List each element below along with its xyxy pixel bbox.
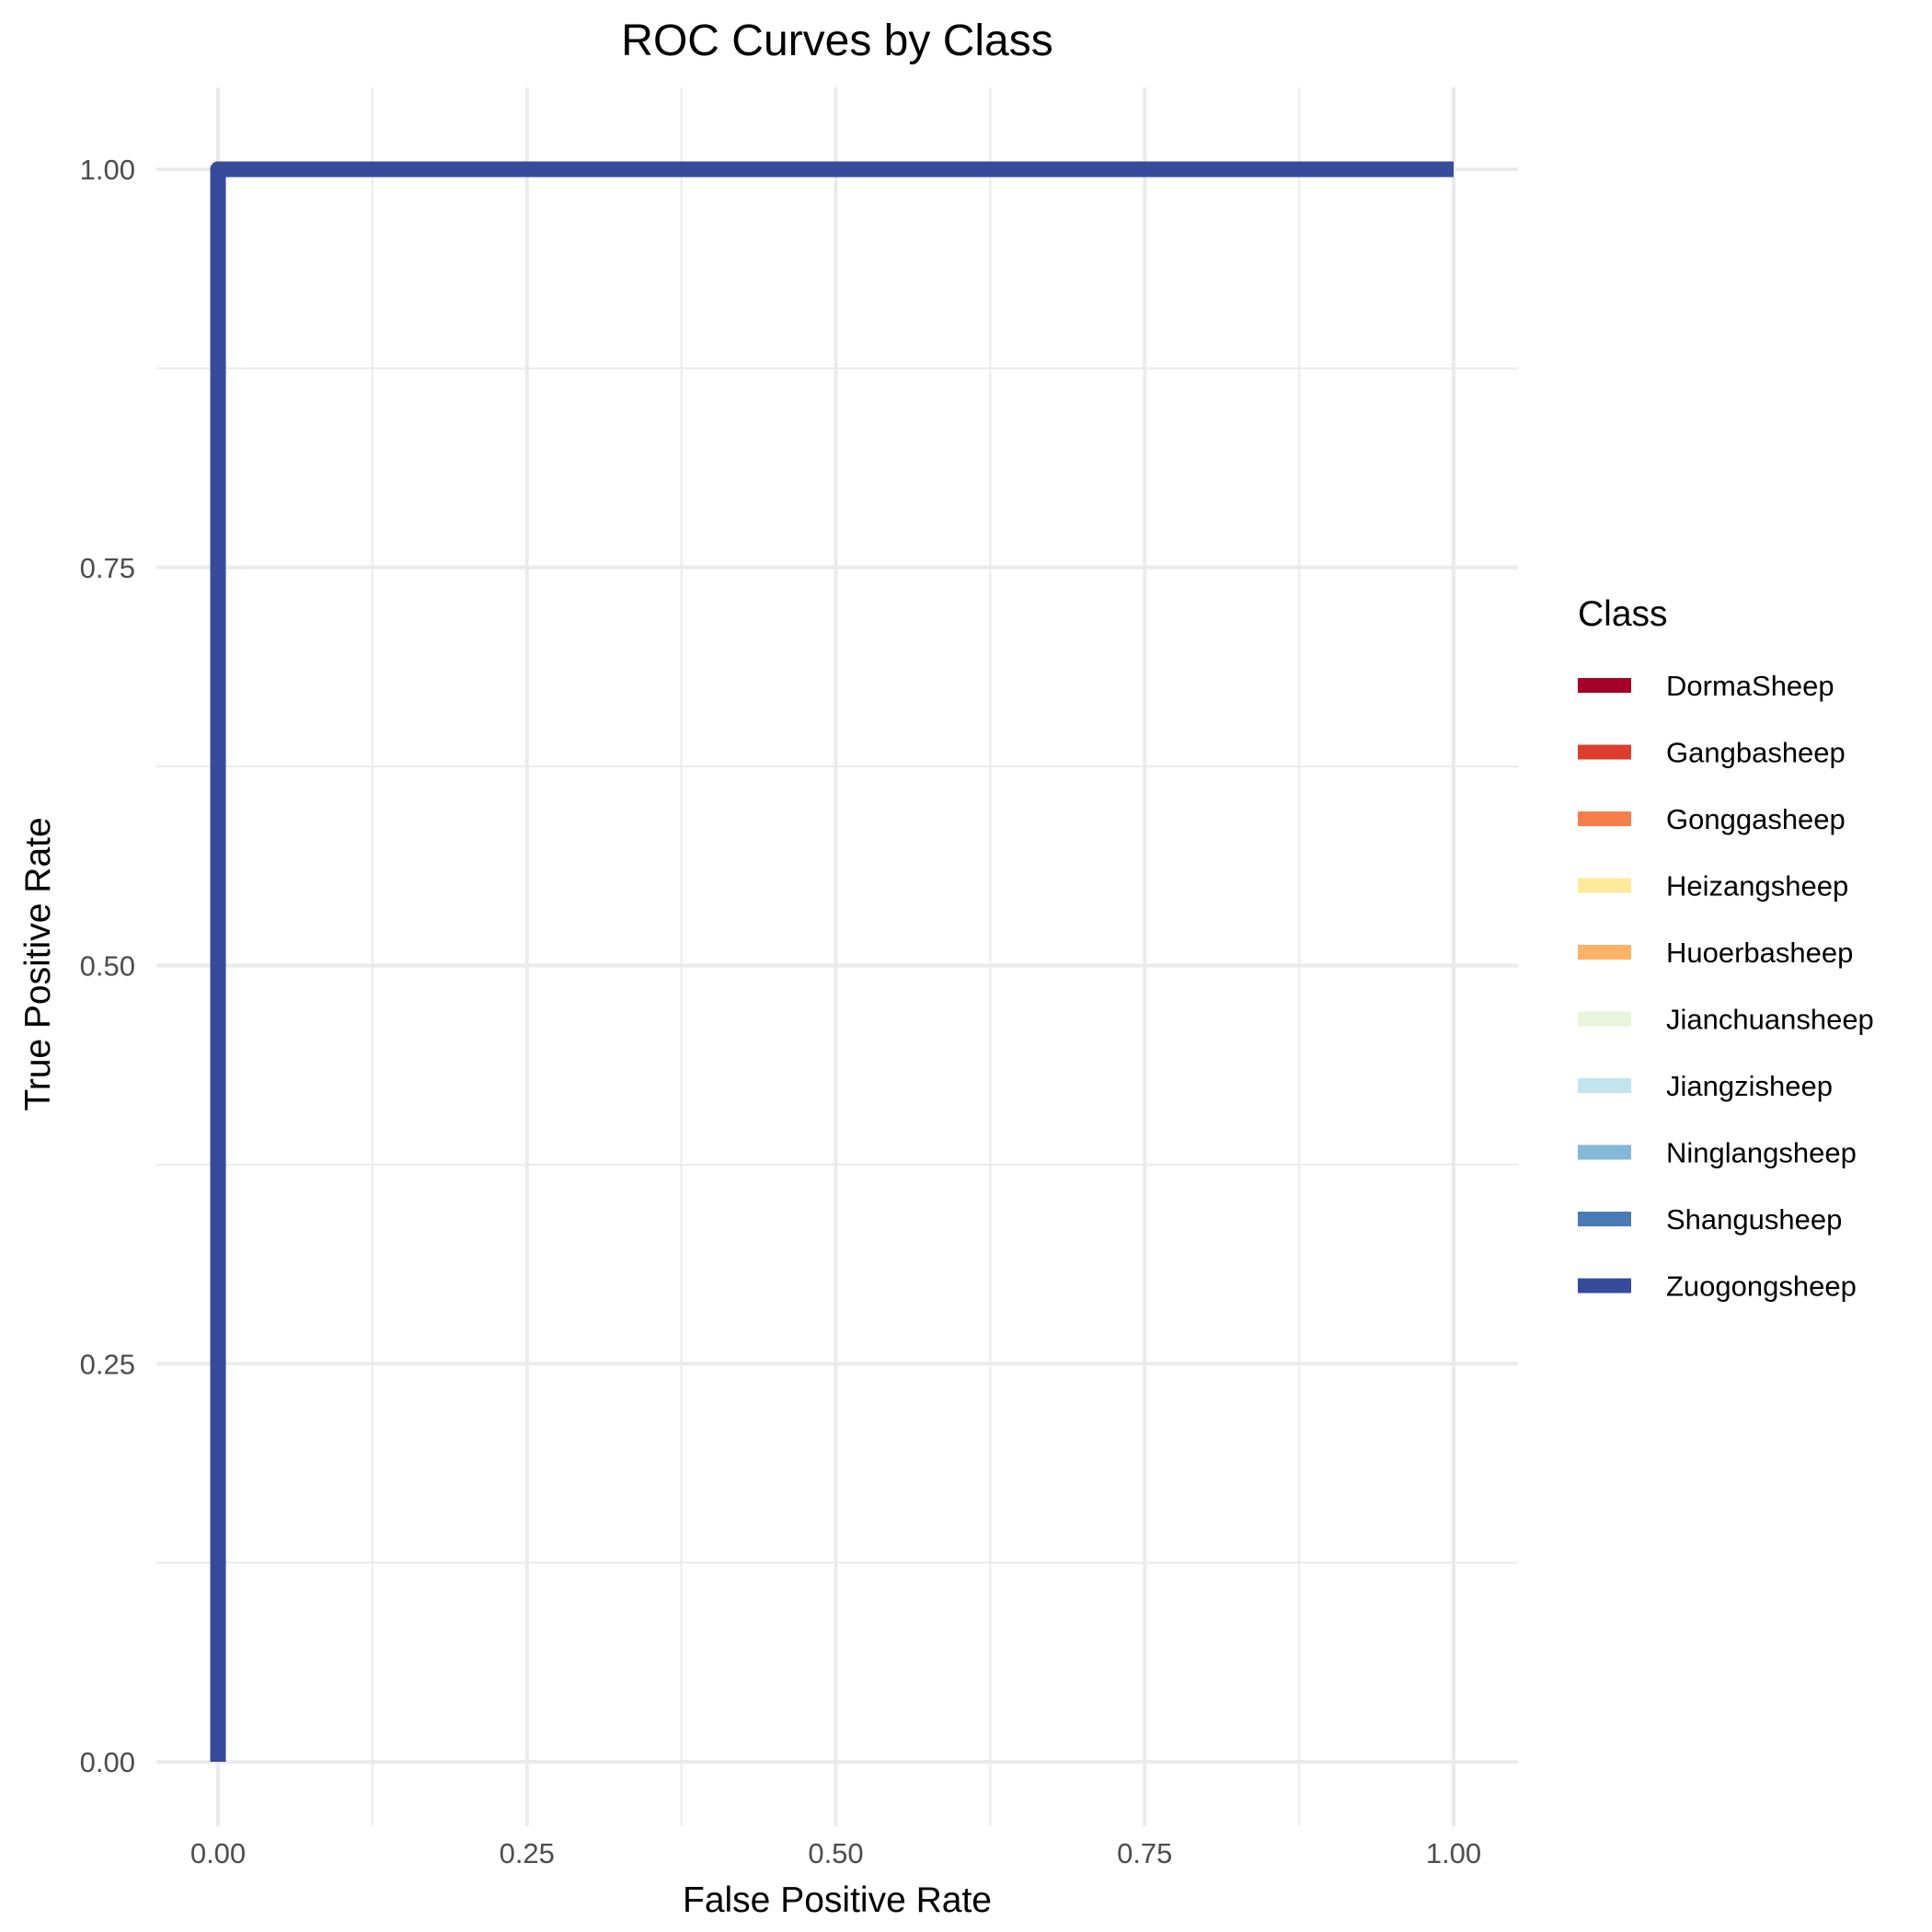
y-tick-label: 0.75 [80, 552, 135, 584]
legend-swatch [1578, 1078, 1631, 1093]
y-tick-label: 0.00 [80, 1746, 135, 1778]
legend-label: Zuogongsheep [1666, 1271, 1857, 1303]
x-tick-label: 0.50 [808, 1837, 863, 1869]
series-line-zuogongsheep [210, 161, 1454, 1762]
x-axis-title: False Positive Rate [683, 1880, 992, 1920]
y-axis-title: True Positive Rate [18, 817, 58, 1110]
legend-swatch [1578, 878, 1631, 893]
legend-label: DormaSheep [1666, 670, 1834, 702]
legend: Class DormaSheep Gangbasheep Gonggasheep He… [1578, 594, 1874, 1303]
y-tick-label: 1.00 [80, 154, 135, 186]
y-tick-label: 0.25 [80, 1348, 135, 1380]
legend-title: Class [1578, 594, 1668, 634]
legend-label: Heizangsheep [1666, 870, 1848, 903]
legend-swatch [1578, 945, 1631, 960]
x-tick-label: 0.75 [1117, 1837, 1172, 1869]
legend-swatch [1578, 678, 1631, 693]
legend-swatch [1578, 1011, 1631, 1027]
legend-label: Gangbasheep [1666, 737, 1846, 769]
x-tick-labels: 0.00 0.25 0.50 0.75 1.00 [190, 1837, 1481, 1869]
series-lines [210, 161, 1454, 1762]
x-tick-label: 0.25 [500, 1837, 555, 1869]
legend-label: Shangusheep [1666, 1203, 1842, 1236]
chart-title: ROC Curves by Class [621, 17, 1052, 65]
y-tick-labels: 0.00 0.25 0.50 0.75 1.00 [80, 154, 135, 1778]
legend-label: Gonggasheep [1666, 803, 1846, 835]
legend-label: Jianchuansheep [1666, 1004, 1874, 1036]
x-tick-label: 0.00 [190, 1837, 246, 1869]
grid [156, 87, 1518, 1826]
legend-label: Ninglangsheep [1666, 1137, 1857, 1169]
x-tick-label: 1.00 [1426, 1837, 1481, 1869]
legend-label: Jiangzisheep [1666, 1070, 1833, 1102]
legend-label: Huoerbasheep [1666, 937, 1853, 969]
legend-items: DormaSheep Gangbasheep Gonggasheep Heizangs… [1578, 670, 1874, 1303]
legend-swatch [1578, 744, 1631, 760]
legend-swatch [1578, 811, 1631, 826]
y-tick-label: 0.50 [80, 950, 135, 983]
legend-swatch [1578, 1144, 1631, 1160]
legend-swatch [1578, 1212, 1631, 1226]
legend-swatch [1578, 1278, 1631, 1294]
